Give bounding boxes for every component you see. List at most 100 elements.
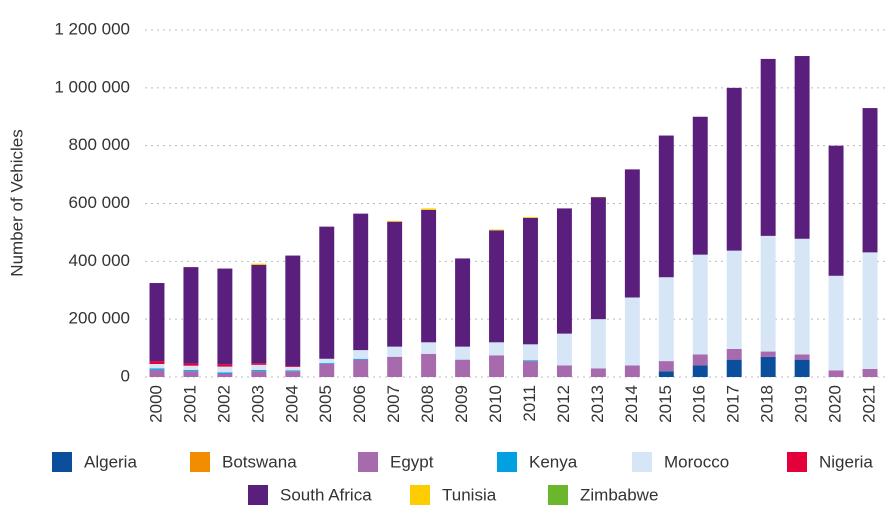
- bar-segment: [862, 108, 878, 253]
- bar-segment: [217, 372, 233, 374]
- x-tick-label: 2018: [758, 385, 777, 423]
- bar-segment: [590, 197, 606, 320]
- x-tick-label: 2014: [622, 385, 641, 423]
- y-tick-label: 600 000: [69, 193, 130, 212]
- bar-segment: [353, 359, 369, 377]
- bar-segment: [590, 319, 606, 369]
- bar-segment: [692, 354, 708, 366]
- bar-segment: [285, 366, 301, 371]
- x-tick-label: 2013: [588, 385, 607, 423]
- bar-segment: [760, 58, 776, 236]
- bar-segment: [149, 368, 165, 370]
- legend-swatch: [52, 452, 72, 472]
- bar-segment: [624, 297, 640, 366]
- y-tick-label: 400 000: [69, 251, 130, 270]
- y-tick-label: 1 000 000: [54, 77, 130, 96]
- bar-segment: [387, 220, 403, 222]
- x-tick-label: 2017: [724, 385, 743, 423]
- x-tick-label: 2002: [214, 385, 233, 423]
- legend-swatch: [497, 452, 517, 472]
- y-axis-title: Number of Vehicles: [7, 129, 26, 276]
- bar-segment: [556, 208, 572, 334]
- bar-segment: [387, 221, 403, 347]
- legend-label: South Africa: [280, 485, 372, 504]
- bar-segment: [862, 252, 878, 369]
- bar-segment: [353, 213, 369, 351]
- bar-segment: [523, 344, 538, 361]
- bar-segment: [421, 342, 437, 354]
- bar-segment: [658, 371, 674, 377]
- bar-segment: [658, 135, 674, 278]
- bar-segment: [455, 359, 471, 377]
- bar-segment: [251, 263, 267, 265]
- bar-segment: [760, 356, 776, 377]
- bar-segment: [726, 250, 742, 349]
- bar-segment: [183, 370, 199, 372]
- bar-segment: [251, 370, 267, 372]
- legend-swatch: [190, 452, 210, 472]
- bar-segment: [285, 255, 301, 367]
- x-tick-label: 2008: [418, 385, 437, 423]
- bar-segment: [658, 361, 674, 372]
- y-tick-label: 0: [121, 366, 130, 385]
- bar-segment: [523, 360, 538, 362]
- bar-segment: [353, 350, 369, 359]
- bar-segment: [726, 348, 742, 360]
- bar-segment: [319, 363, 335, 377]
- bar-segment: [489, 355, 504, 377]
- bar-segment: [692, 365, 708, 377]
- bar-segment: [455, 346, 471, 360]
- bar-segment: [489, 342, 504, 356]
- x-tick-label: 2019: [792, 385, 811, 423]
- bar-segment: [523, 361, 538, 377]
- x-tick-label: 2001: [180, 385, 199, 423]
- bar-segment: [658, 277, 674, 362]
- bar-segment: [828, 275, 844, 371]
- bar-segment: [217, 268, 233, 365]
- x-tick-label: 2012: [554, 385, 573, 423]
- bar-segment: [149, 283, 165, 362]
- x-tick-label: 2011: [520, 385, 539, 422]
- x-tick-label: 2006: [350, 385, 369, 423]
- x-tick-label: 2010: [486, 385, 505, 423]
- y-tick-label: 1 200 000: [54, 19, 130, 38]
- bar-segment: [149, 361, 165, 364]
- x-tick-label: 2007: [384, 385, 403, 423]
- bar-segment: [726, 359, 742, 377]
- bar-segment: [285, 366, 301, 367]
- x-tick-label: 2021: [860, 385, 879, 423]
- bar-segment: [319, 363, 335, 364]
- x-tick-label: 2000: [146, 385, 165, 423]
- bar-segment: [149, 363, 165, 369]
- bar-segment: [760, 235, 776, 352]
- bar-segment: [624, 169, 640, 298]
- bar-segment: [251, 364, 267, 371]
- bar-segment: [285, 371, 301, 377]
- bar-segment: [726, 87, 742, 251]
- bar-segment: [421, 209, 437, 343]
- legend-swatch: [548, 485, 568, 505]
- bar-segment: [387, 356, 403, 377]
- bar-segment: [421, 353, 437, 377]
- bar-segment: [590, 368, 606, 377]
- bar-segment: [556, 333, 572, 366]
- legend-label: Morocco: [664, 452, 729, 471]
- bar-segment: [692, 116, 708, 255]
- legend-swatch: [787, 452, 807, 472]
- bar-segment: [523, 217, 538, 218]
- bar-segment: [455, 258, 471, 347]
- x-tick-label: 2016: [690, 385, 709, 423]
- legend-swatch: [248, 485, 268, 505]
- bar-segment: [387, 346, 403, 357]
- bar-segment: [794, 354, 810, 360]
- bar-segment: [285, 370, 301, 372]
- bar-segment: [217, 366, 233, 373]
- bar-segment: [217, 373, 233, 377]
- x-tick-label: 2009: [452, 385, 471, 423]
- bar-segment: [251, 264, 267, 364]
- bar-segment: [217, 364, 233, 367]
- legend-label: Egypt: [390, 452, 434, 471]
- bar-segment: [183, 371, 199, 377]
- x-tick-label: 2004: [282, 385, 301, 423]
